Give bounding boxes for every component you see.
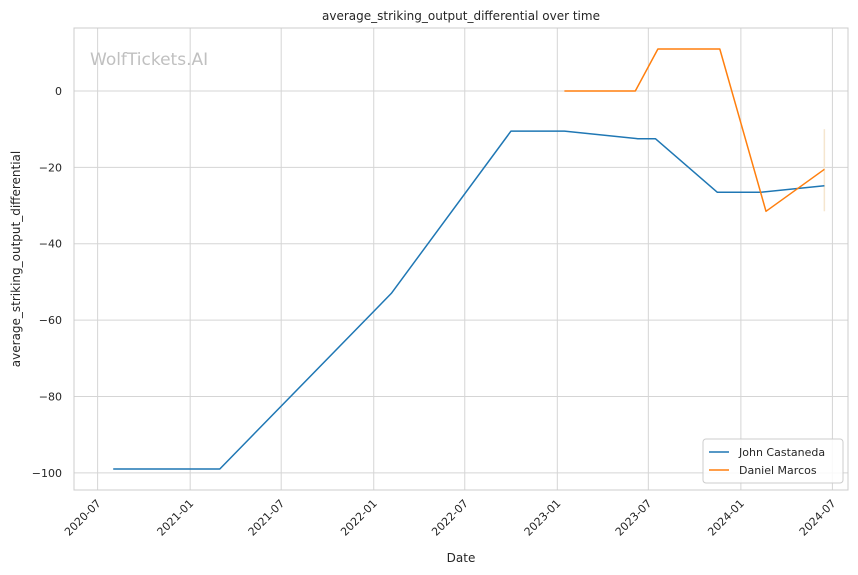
y-tick-label: −100 xyxy=(32,467,62,480)
series-line-2 xyxy=(564,48,825,213)
legend-label: John Castaneda xyxy=(738,446,825,459)
x-tick-label: 2022-01 xyxy=(338,497,380,539)
x-tick-label: 2021-01 xyxy=(155,497,197,539)
y-tick-label: −80 xyxy=(39,390,62,403)
x-tick-label: 2024-07 xyxy=(797,497,839,539)
chart-title: average_striking_output_differential ove… xyxy=(322,9,600,23)
x-tick-label: 2023-01 xyxy=(522,497,564,539)
plot-frame xyxy=(73,27,849,491)
legend-label: Daniel Marcos xyxy=(739,464,817,477)
x-axis-label: Date xyxy=(447,551,476,565)
legend-box xyxy=(702,438,844,484)
series-lines xyxy=(113,48,825,470)
legend: John Castaneda Daniel Marcos xyxy=(702,438,844,484)
x-tick-label: 2020-07 xyxy=(62,497,104,539)
x-tick-label: 2023-07 xyxy=(613,497,655,539)
x-tick-labels: 2020-07 2021-01 2021-07 2022-01 2022-07 2023-… xyxy=(62,497,838,539)
watermark: WolfTickets.AI xyxy=(90,50,208,70)
y-tick-label: −20 xyxy=(39,161,62,174)
y-tick-label: −40 xyxy=(39,238,62,251)
y-tick-labels: 0 −20 −40 −60 −80 −100 xyxy=(32,85,62,480)
x-tick-label: 2024-01 xyxy=(705,497,747,539)
y-tick-label: −60 xyxy=(39,314,62,327)
y-axis-label: average_striking_output_differential xyxy=(9,151,23,367)
x-tick-label: 2021-07 xyxy=(246,497,288,539)
y-tick-label: 0 xyxy=(55,85,62,98)
series-line-1 xyxy=(113,130,825,470)
x-tick-label: 2022-07 xyxy=(429,497,471,539)
gridlines xyxy=(74,28,848,490)
